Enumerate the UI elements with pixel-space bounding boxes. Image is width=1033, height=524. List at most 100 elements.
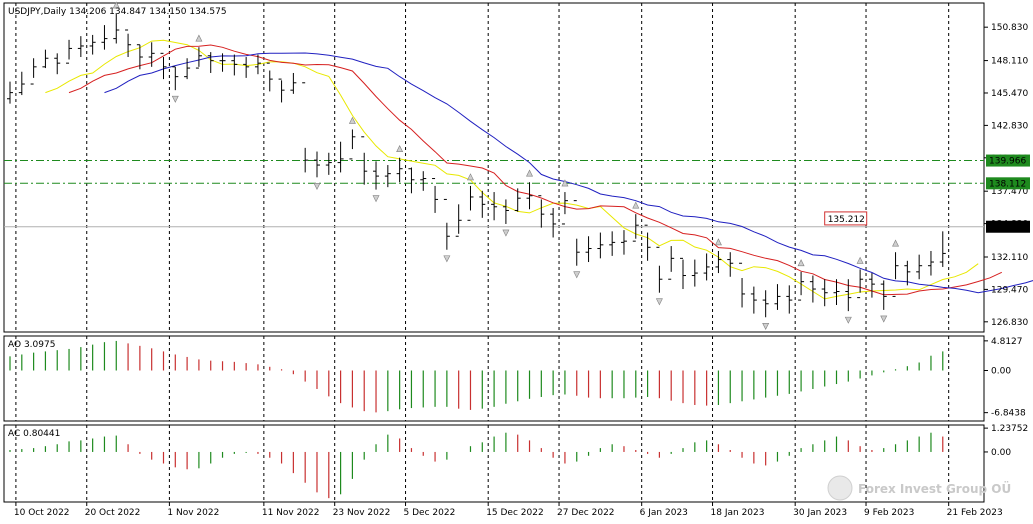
fractal-up-icon [856,256,864,264]
ohlc-bar [538,195,545,228]
ohlc-bar [172,66,179,91]
x-tick-label: 23 Nov 2022 [333,508,391,518]
ohlc-bar [101,25,108,50]
level-price-tag [986,154,1030,167]
ohlc-bar [916,254,923,280]
ohlc-bar [195,47,202,69]
ao-y-tick-label: 4.8127 [991,337,1023,347]
level-price-label: 139.966 [989,157,1026,167]
ohlc-bar [30,58,37,85]
grid-lines [15,3,950,502]
fractal-down-icon [443,255,451,263]
ohlc-bar [373,161,380,190]
ohlc-bar [337,141,344,173]
x-tick-label: 21 Feb 2023 [947,508,1003,518]
fractal-up-icon [714,238,722,246]
ao-pane [9,340,944,413]
x-tick-label: 20 Oct 2022 [85,508,141,518]
x-tick-label: 6 Jan 2023 [640,508,688,518]
ohlc-bar [384,165,391,188]
axis-labels: 10 Oct 2022 20 Oct 2022 1 Nov 2022 11 Nov 2… [14,23,1030,518]
ohlc-bar [207,52,214,73]
main-pane-title: USDJPY,Daily 134.206 134.847 134.150 134… [8,7,227,17]
x-tick-label: 10 Oct 2022 [14,508,70,518]
ohlc-bar [254,54,261,75]
ac-pane [9,432,944,499]
ohlc-bar [160,52,167,80]
ohlc-bar [715,250,722,274]
fractal-down-icon [762,322,770,330]
fractal-up-icon [797,259,805,267]
x-tick-label: 18 Jan 2023 [711,508,765,518]
y-tick-label: 150.830 [991,23,1028,33]
ohlc-bar [231,54,238,76]
ohlc-bar [868,273,875,298]
ohlc-bar [809,275,816,303]
x-tick-label: 9 Feb 2023 [864,508,914,518]
ohlc-bar [243,57,250,78]
ohlc-bar [798,271,805,301]
y-tick-label: 126.830 [991,318,1028,328]
ohlc-bar [703,253,710,281]
main-pane-frame [3,2,985,333]
fractal-up-icon [396,145,404,152]
ohlc-bar [7,81,13,104]
ohlc-bar [514,188,521,212]
ohlc-bar [432,178,439,213]
annotation-box [824,211,868,226]
ohlc-bar [278,78,285,103]
annotation-label: 135.212 [828,215,865,225]
ohlc-bar [727,252,734,277]
ohlc-bar [219,53,226,72]
ohlc-bar [644,224,651,261]
ohlc-bar [89,34,96,55]
pane-frames [3,2,985,503]
last-price-tag [986,220,1030,233]
ohlc-bar [42,49,49,69]
ac-y-tick-label: 1.23752 [991,424,1028,434]
ohlc-bar [833,279,840,305]
ohlc-bar [857,269,864,299]
ao-y-tick-label: -6.8438 [991,409,1026,419]
fractal-down-icon [313,183,321,190]
ohlc-bar [691,259,698,287]
ohlc-bar [443,198,450,250]
fractal-down-icon [880,315,888,323]
ohlc-bar [184,58,191,80]
ohlc-bar [455,204,462,237]
ohlc-bar [550,208,557,238]
ohlc-bar [939,231,946,267]
fractal-down-icon [655,298,663,306]
ohlc-bar [526,182,533,210]
x-tick-label: 5 Dec 2022 [404,508,456,518]
ohlc-bar [66,39,73,64]
ao-y-tick-label: 0.00 [991,366,1011,376]
watermark-logo-icon [827,475,853,501]
y-tick-label: 145.470 [991,89,1028,99]
ohlc-bar [325,152,332,175]
ohlc-bar [266,62,273,92]
ma-fast-line [45,39,979,300]
ohlc-bar [290,72,297,94]
watermark-text: Forex Invest Group OÜ [858,481,1011,496]
fractal-up-icon [195,34,203,42]
main-pane: 135.212 [4,1,1033,330]
ohlc-bar [349,129,356,160]
y-tick-label: 129.470 [991,285,1028,295]
ohlc-bar [632,214,639,242]
ohlc-bar [597,232,604,259]
ma-slow-line [104,52,1033,294]
ohlc-bar [821,279,828,307]
fractal-down-icon [844,316,852,324]
ohlc-bar [620,230,627,255]
ohlc-bar [136,44,143,70]
fractal-up-icon [466,173,474,181]
ohlc-bar [396,157,403,183]
y-tick-label: 132.110 [991,253,1028,263]
ohlc-bar [420,171,427,191]
ohlc-bar [739,262,746,308]
ohlc-bar [561,192,568,225]
ohlc-bar [113,14,120,44]
ohlc-bar [125,29,132,58]
